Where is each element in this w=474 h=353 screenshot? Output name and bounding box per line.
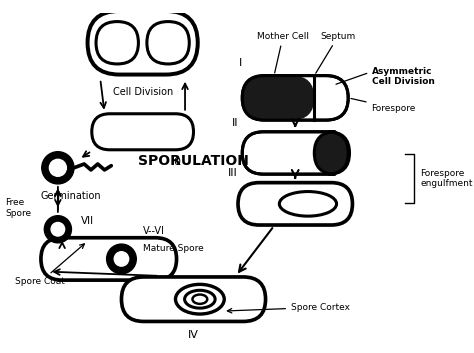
Text: 0: 0	[173, 157, 180, 167]
Text: Forespore: Forespore	[351, 98, 416, 113]
Circle shape	[51, 222, 64, 236]
Text: Septum: Septum	[316, 31, 356, 73]
Ellipse shape	[175, 285, 224, 314]
FancyBboxPatch shape	[238, 183, 353, 225]
Circle shape	[114, 252, 128, 266]
Circle shape	[42, 152, 74, 184]
Circle shape	[49, 159, 66, 176]
Text: Germination: Germination	[40, 191, 101, 201]
FancyBboxPatch shape	[242, 76, 314, 120]
FancyBboxPatch shape	[96, 22, 138, 64]
Text: Cell Division: Cell Division	[112, 87, 173, 97]
Text: II: II	[232, 118, 238, 127]
FancyBboxPatch shape	[41, 238, 176, 280]
Text: Free
Spore: Free Spore	[5, 198, 31, 218]
Text: Mature Spore: Mature Spore	[143, 244, 203, 253]
Circle shape	[107, 244, 137, 274]
Text: V--VI: V--VI	[143, 226, 164, 235]
Ellipse shape	[192, 294, 207, 304]
FancyBboxPatch shape	[242, 76, 348, 120]
FancyBboxPatch shape	[88, 11, 198, 74]
FancyBboxPatch shape	[147, 22, 189, 64]
Ellipse shape	[184, 290, 215, 308]
Text: Mother Cell: Mother Cell	[257, 31, 309, 73]
Text: Asymmetric
Cell Division: Asymmetric Cell Division	[372, 67, 434, 86]
Text: Forespore
engulfment: Forespore engulfment	[420, 169, 473, 188]
Text: I: I	[238, 58, 242, 68]
Text: Spore Coat: Spore Coat	[16, 244, 84, 286]
Text: IV: IV	[188, 330, 199, 340]
Ellipse shape	[279, 192, 337, 216]
Circle shape	[44, 216, 72, 243]
Text: III: III	[228, 168, 237, 178]
Text: SPORULATION: SPORULATION	[138, 155, 249, 168]
FancyBboxPatch shape	[92, 114, 193, 150]
FancyBboxPatch shape	[242, 132, 348, 174]
Text: Spore Cortex: Spore Cortex	[228, 303, 350, 313]
FancyBboxPatch shape	[121, 277, 265, 322]
FancyBboxPatch shape	[314, 132, 349, 174]
Text: VII: VII	[81, 216, 94, 226]
